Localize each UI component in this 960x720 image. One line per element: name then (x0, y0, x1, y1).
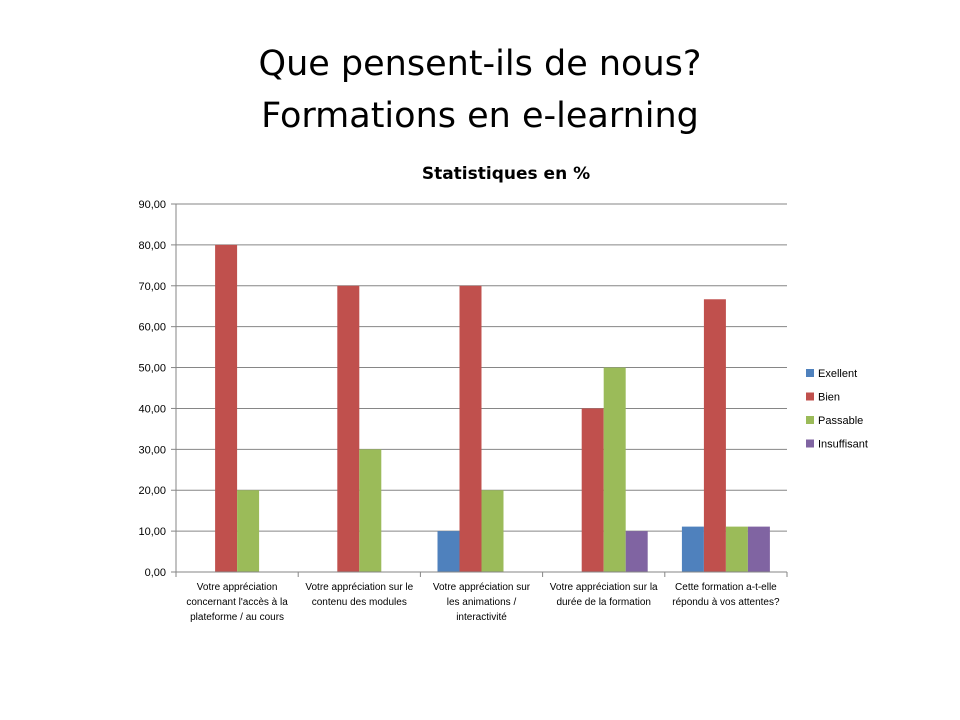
legend-swatch (806, 416, 814, 424)
y-tick-label: 20,00 (138, 485, 166, 497)
legend-label: Insuffisant (818, 439, 868, 451)
y-tick-label: 40,00 (138, 403, 166, 415)
axes (171, 204, 788, 577)
y-tick-label: 70,00 (138, 281, 166, 293)
x-category-label: Cette formation a-t-elle (675, 582, 777, 593)
slide-title-line-2: Formations en e-learning (261, 96, 699, 136)
legend-label: Exellent (818, 368, 857, 380)
legend-label: Bien (818, 392, 840, 404)
legend-swatch (806, 392, 814, 401)
bar (215, 244, 238, 572)
bar (437, 531, 460, 572)
x-category-label: Votre appréciation sur (433, 582, 531, 593)
bar (581, 408, 604, 572)
x-category-label: Votre appréciation sur la (550, 582, 658, 593)
y-tick-label: 80,00 (138, 240, 166, 252)
x-category-label: répondu à vos attentes? (672, 597, 780, 608)
x-category-label: interactivité (456, 612, 507, 623)
legend: Exellent Bien Passable Insuffisant (806, 368, 868, 451)
slide-title: Que pensent-ils de nous? Formations en e… (0, 38, 960, 142)
y-tick-label: 60,00 (138, 322, 166, 334)
bar (703, 299, 726, 572)
bars (215, 244, 770, 572)
x-category-label: Votre appréciation (197, 582, 278, 593)
x-category-label: durée de la formation (556, 597, 651, 608)
slide-title-line-1: Que pensent-ils de nous? (258, 44, 702, 84)
bar (603, 367, 626, 572)
bar (481, 490, 504, 572)
legend-swatch (806, 369, 814, 377)
bar (625, 531, 648, 572)
bar (337, 285, 360, 572)
x-category-label: les animations / (447, 597, 517, 608)
y-tick-label: 10,00 (138, 526, 166, 538)
x-category-label: plateforme / au cours (190, 612, 284, 623)
y-tick-label: 90,00 (138, 199, 166, 211)
x-category-label: contenu des modules (312, 597, 407, 608)
y-tick-label: 0,00 (145, 567, 166, 579)
x-category-label: concernant l'accès à la (186, 597, 288, 608)
y-tick-label: 50,00 (138, 363, 166, 375)
bar (237, 490, 260, 572)
chart-title: Statistiques en % (422, 164, 590, 184)
x-category-label: Votre appréciation sur le (305, 582, 413, 593)
x-axis-labels: Votre appréciation concernant l'accès à l… (186, 582, 780, 623)
bar (459, 285, 482, 572)
y-axis-ticks: 0,00 10,00 20,00 30,00 40,00 50,00 60,00 70,00 8… (138, 199, 176, 579)
bar (747, 526, 770, 572)
y-tick-label: 30,00 (138, 444, 166, 456)
bar (681, 526, 704, 572)
bar (359, 449, 382, 572)
bar (725, 526, 748, 572)
legend-swatch (806, 439, 814, 448)
legend-label: Passable (818, 415, 863, 427)
